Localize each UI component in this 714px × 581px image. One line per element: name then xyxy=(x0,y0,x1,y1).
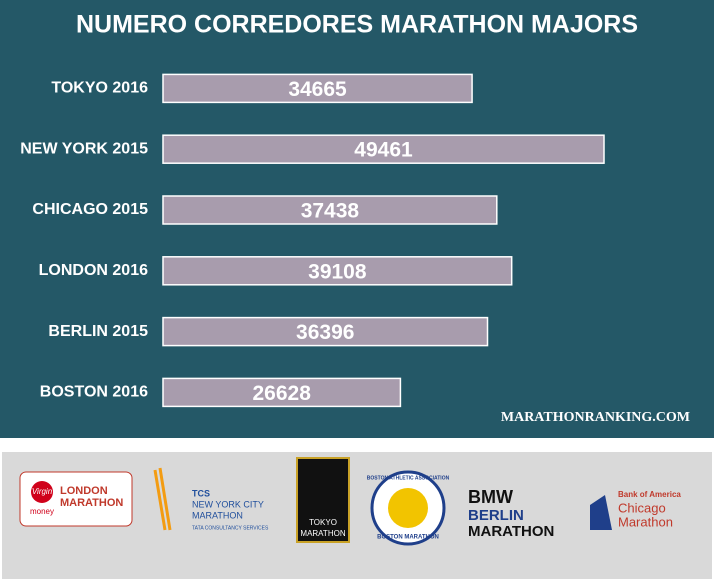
bar xyxy=(162,377,402,408)
logo-text: NEW YORK CITY xyxy=(192,499,264,509)
bar xyxy=(162,134,605,164)
value-label: 34665 xyxy=(288,78,347,101)
bar xyxy=(162,73,473,104)
logo-text: Marathon xyxy=(618,514,673,529)
bar xyxy=(162,256,513,286)
logo-text: TOKYO xyxy=(309,518,337,527)
logo-text: MARATHON xyxy=(60,497,123,509)
logo-text: TCS xyxy=(192,488,210,498)
logo-box xyxy=(296,457,350,543)
logo-text: BOSTON MARATHON xyxy=(377,535,439,541)
source: MARATHONRANKING.COM xyxy=(501,410,690,425)
value-label: 36396 xyxy=(296,321,354,344)
logo-icon xyxy=(590,495,612,530)
logo-icon xyxy=(31,481,53,503)
bar xyxy=(162,316,489,347)
value-label: 37438 xyxy=(301,200,360,223)
logo-text: BMW xyxy=(468,487,513,507)
category-label: LONDON 2016 xyxy=(39,262,148,279)
category-label: NEW YORK 2015 xyxy=(20,140,148,157)
logo-text: TATA CONSULTANCY SERVICES xyxy=(192,525,269,531)
category-label: CHICAGO 2015 xyxy=(32,201,148,218)
value-label: 39108 xyxy=(308,260,367,283)
logo-text: money xyxy=(30,507,54,516)
logo-text: MARATHON xyxy=(300,529,345,538)
category-label: BOSTON 2016 xyxy=(40,384,148,401)
logo-text: MARATHON xyxy=(468,523,554,540)
category-label: BERLIN 2015 xyxy=(48,323,148,340)
logo-icon xyxy=(153,467,172,531)
logo-text: MARATHON xyxy=(192,510,243,520)
logo-text: LONDON xyxy=(60,485,108,497)
category-label: TOKYO 2016 xyxy=(51,80,148,97)
logo-text: Chicago xyxy=(618,500,666,515)
bar xyxy=(162,195,498,225)
logo-text: Bank of America xyxy=(618,490,681,499)
logo-text: BERLIN xyxy=(468,507,524,524)
chart-title: NUMERO CORREDORES MARATHON MAJORS xyxy=(76,11,638,39)
value-label: 49461 xyxy=(354,139,413,162)
value-label: 26628 xyxy=(253,382,312,405)
logo-icon xyxy=(388,488,428,528)
logo-text: BOSTON ATHLETIC ASSOCIATION xyxy=(367,475,450,481)
logo-text: Virgin xyxy=(32,487,53,496)
